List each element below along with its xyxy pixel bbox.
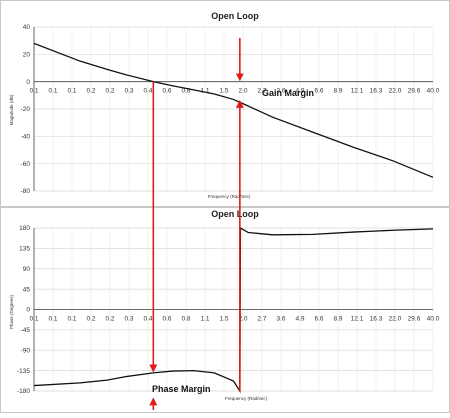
- magnitude-x-tick-label: 3.6: [276, 88, 285, 95]
- series-layer: [33, 42, 434, 394]
- magnitude-x-tick-label: 4.9: [295, 88, 304, 95]
- magnitude-x-tick-label: 0.2: [86, 88, 95, 95]
- phase-x-tick-label: 8.9: [333, 316, 342, 323]
- axes-layer: 40 20 0 -20 -40 -60 -80 0.1 0.1 0.1 0.2 0.2 0.3 0.4 0.…: [17, 24, 440, 395]
- phase-y-tick-label: -135: [17, 368, 30, 375]
- magnitude-curve: [33, 42, 434, 178]
- phase-chart-title: Open Loop: [211, 209, 259, 219]
- phase-y-tick-label: -180: [17, 388, 30, 395]
- magnitude-x-tick-label: 0.4: [143, 88, 152, 95]
- phase-y-tick-label: -45: [21, 327, 31, 334]
- phase-y-tick-label: -90: [21, 347, 31, 354]
- phase-x-tick-label: 2.0: [238, 316, 247, 323]
- magnitude-y-tick-label: -20: [21, 106, 31, 113]
- magnitude-x-tick-label: 0.2: [105, 88, 114, 95]
- magnitude-chart-frame: [0, 0, 450, 207]
- magnitude-x-axis-label: Frequency (Rad/Sec): [208, 194, 251, 199]
- magnitude-x-tick-label: 1.5: [219, 88, 228, 95]
- magnitude-y-tick-label: -40: [21, 134, 31, 141]
- magnitude-x-tick-label: 2.0: [238, 88, 247, 95]
- phase-y-tick-label: 90: [23, 266, 31, 273]
- phase-x-tick-label: 12.1: [351, 316, 364, 323]
- phase-margin-label: Phase Margin: [152, 384, 211, 394]
- magnitude-y-tick-label: 20: [23, 52, 31, 59]
- magnitude-x-tick-label: 6.6: [314, 88, 323, 95]
- magnitude-y-tick-label: -80: [21, 188, 31, 195]
- phase-y-axis-label: Phase (Degrees): [9, 294, 14, 329]
- magnitude-x-tick-label: 0.8: [181, 88, 190, 95]
- phase-y-tick-label: 45: [23, 286, 31, 293]
- magnitude-x-tick-label: 1.1: [200, 88, 209, 95]
- phase-x-tick-label: 40.0: [427, 316, 440, 323]
- magnitude-x-tick-label: 0.3: [124, 88, 133, 95]
- phase-curve: [33, 226, 434, 394]
- magnitude-x-tick-label: 2.7: [257, 88, 266, 95]
- magnitude-x-tick-label: 40.0: [427, 88, 440, 95]
- magnitude-x-tick-label: 29.6: [408, 88, 421, 95]
- magnitude-chart-title: Open Loop: [211, 11, 259, 21]
- phase-x-tick-label: 22.0: [389, 316, 402, 323]
- phase-x-tick-label: 1.1: [200, 316, 209, 323]
- gain-margin-label: Gain Margin: [262, 88, 314, 98]
- magnitude-x-tick-label: 12.1: [351, 88, 364, 95]
- magnitude-x-tick-label: 0.1: [67, 88, 76, 95]
- phase-x-axis-label: Frequency (Rad/sec): [225, 396, 268, 401]
- phase-x-tick-label: 0.2: [105, 316, 114, 323]
- phase-chart-frame: [0, 207, 450, 413]
- phase-x-tick-label: 0.2: [86, 316, 95, 323]
- magnitude-x-tick-label: 8.9: [333, 88, 342, 95]
- magnitude-y-tick-label: -60: [21, 161, 31, 168]
- magnitude-x-tick-label: 16.3: [370, 88, 383, 95]
- magnitude-y-tick-label: 0: [26, 79, 30, 86]
- magnitude-y-axis-label: Magnitude (dB): [9, 94, 14, 125]
- phase-x-tick-label: 0.4: [143, 316, 152, 323]
- magnitude-x-tick-label: 0.1: [48, 88, 57, 95]
- phase-x-tick-label: 0.1: [48, 316, 57, 323]
- phase-x-tick-label: 3.6: [276, 316, 285, 323]
- annotation-layer: Gain Margin Phase Margin: [149, 38, 314, 410]
- magnitude-y-tick-label: 40: [23, 24, 31, 31]
- phase-x-tick-label: 0.3: [124, 316, 133, 323]
- phase-y-tick-label: 135: [19, 246, 30, 253]
- phase-x-tick-label: 0.6: [162, 316, 171, 323]
- phase-y-tick-label: 0: [26, 307, 30, 314]
- phase-x-tick-label: 2.7: [257, 316, 266, 323]
- phase-x-tick-label: 1.5: [219, 316, 228, 323]
- magnitude-x-tick-label: 22.0: [389, 88, 402, 95]
- phase-x-tick-label: 29.6: [408, 316, 421, 323]
- phase-x-tick-label: 6.6: [314, 316, 323, 323]
- phase-x-tick-label: 0.8: [181, 316, 190, 323]
- phase-x-tick-label: 0.1: [67, 316, 76, 323]
- phase-x-tick-label: 4.9: [295, 316, 304, 323]
- magnitude-x-tick-label: 0.6: [162, 88, 171, 95]
- phase-y-tick-label: 180: [19, 225, 30, 232]
- phase-x-tick-label: 16.3: [370, 316, 383, 323]
